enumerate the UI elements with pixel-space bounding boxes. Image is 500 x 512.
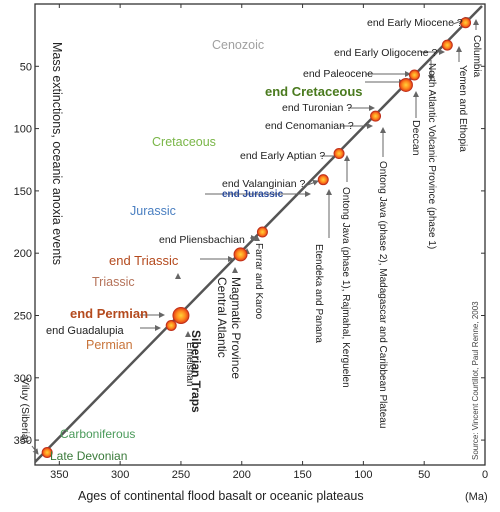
data-point: [41, 447, 53, 459]
y-tick-label: 50: [20, 61, 32, 73]
province-label: Emeishan: [184, 342, 195, 386]
era-label: Carboniferous: [60, 427, 135, 441]
province-label: Ontong Java (phase 1), Rajmahal, Kerguel…: [340, 187, 351, 388]
x-tick-label: 200: [233, 469, 251, 481]
era-label: Permian: [86, 338, 133, 352]
y-tick-label: 100: [14, 124, 32, 136]
event-label: end Permian: [70, 306, 148, 321]
province-label-line: Central Atlantic: [215, 277, 229, 358]
data-point: [317, 174, 329, 186]
event-label: end Triassic: [109, 253, 179, 268]
era-label: Jurassic: [130, 204, 176, 218]
x-tick-label: 100: [354, 469, 372, 481]
province-label: Deccan: [410, 120, 422, 156]
data-point: [172, 306, 190, 324]
era-label: Triassic: [92, 275, 135, 289]
province-label-line: Magmatic Province: [229, 277, 243, 379]
data-point: [441, 39, 453, 51]
province-label: Central AtlanticMagmatic Province: [215, 277, 243, 379]
event-label: end Turonian ?: [282, 102, 352, 114]
province-label: Viluy (Siberia): [19, 378, 31, 443]
x-tick-label: 150: [293, 469, 311, 481]
province-label: Siberian Traps: [189, 330, 203, 413]
x-axis-unit: (Ma): [465, 491, 488, 503]
y-tick-label: 250: [14, 310, 32, 322]
y-tick-label: 300: [14, 373, 32, 385]
event-label: end Cenomanian ?: [265, 120, 354, 132]
source-note: Source: Vincent Courtillot, Paul Renne, …: [471, 301, 480, 460]
data-point: [408, 69, 420, 81]
event-label: end Jurassic: [222, 189, 284, 200]
data-point: [370, 110, 382, 122]
province-label: Ontong Java (phase 2), Madagascar and Ca…: [377, 161, 388, 428]
data-point: [165, 319, 177, 331]
event-label: end Cretaceous: [265, 84, 363, 99]
y-axis-label: Mass extinctions, oceanic anoxia events: [50, 42, 64, 265]
x-tick-label: 300: [111, 469, 129, 481]
y-tick-label: 200: [14, 248, 32, 260]
x-tick-label: 250: [172, 469, 190, 481]
event-label: end Early Miocene ?: [367, 17, 463, 29]
province-label: Yemen and Ethopia: [457, 65, 468, 152]
event-label: end Pliensbachian: [159, 234, 245, 246]
y-tick-label: 350: [14, 435, 32, 447]
data-point: [460, 17, 472, 29]
event-label: end Guadalupia: [46, 325, 125, 337]
era-label: Cenozoic: [212, 38, 264, 52]
x-tick-label: 350: [50, 469, 68, 481]
event-label: end Paleocene: [303, 68, 373, 80]
province-label: Farrar and Karoo: [253, 243, 264, 320]
annotation-arrow: [304, 179, 319, 187]
province-label: Columbia: [471, 35, 482, 78]
data-point: [333, 148, 345, 160]
data-point: [256, 226, 268, 238]
annotation-arrow: [31, 445, 39, 455]
event-label: end Valanginian ?: [222, 178, 305, 190]
event-label: Late Devonian: [50, 449, 127, 463]
y-tick-label: 150: [14, 186, 32, 198]
x-axis-label: Ages of continental flood basalt or ocea…: [78, 489, 364, 503]
event-label: end Early Oligocene ?: [334, 47, 437, 59]
data-point: [398, 77, 413, 92]
plot-frame: [34, 3, 486, 466]
province-label: Etendeka and Panana: [313, 244, 324, 343]
x-tick-label: 0: [482, 469, 488, 481]
era-label: Cretaceous: [152, 135, 216, 149]
event-label: end Early Aptian ?: [240, 150, 325, 162]
x-tick-label: 50: [418, 469, 430, 481]
data-point: [233, 247, 248, 262]
province-label: North Atlantic Volcanic Province (phase …: [426, 63, 437, 249]
